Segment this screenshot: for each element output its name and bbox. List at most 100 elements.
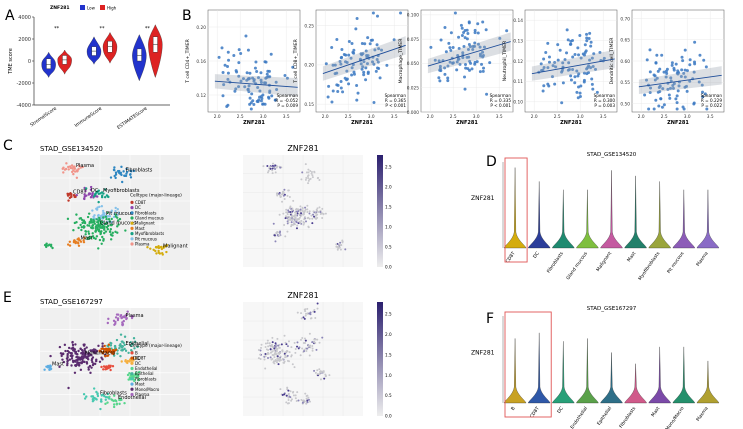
cell-point <box>69 165 72 168</box>
cell-point <box>298 216 301 219</box>
data-point <box>556 58 560 62</box>
cell-point <box>283 360 286 363</box>
cell-point <box>134 357 137 360</box>
data-point <box>705 107 709 111</box>
cell-point <box>66 349 70 353</box>
x-tick-label: 3.5 <box>600 114 607 120</box>
y-tick-label: 0.13 <box>513 38 523 44</box>
cell-point <box>119 171 123 174</box>
cell-point <box>81 349 84 352</box>
data-point <box>443 72 447 76</box>
cell-point <box>83 236 86 240</box>
data-point <box>655 53 659 57</box>
cell-point <box>314 212 317 215</box>
cell-point <box>129 344 133 348</box>
cell-point <box>290 398 293 401</box>
data-point <box>674 62 678 66</box>
cell-point <box>82 393 86 396</box>
cell-point <box>49 364 52 367</box>
cell-point <box>114 206 117 210</box>
cell-point <box>97 247 100 250</box>
data-point <box>366 71 370 75</box>
cell-point <box>103 344 106 348</box>
data-point <box>660 53 664 57</box>
data-point <box>573 75 577 79</box>
stat-r: R = 0.335 <box>490 98 511 103</box>
legend-label: Plasma <box>135 392 150 397</box>
cell-point <box>86 215 90 219</box>
legend-swatch <box>130 377 134 381</box>
x-tick-label: 2.0 <box>322 114 329 120</box>
cell-point <box>281 200 284 203</box>
cluster-label: Plasma <box>76 163 94 169</box>
cell-point <box>79 223 82 227</box>
cell-point <box>273 234 276 237</box>
y-axis-label: Neutrophil_TIMER <box>502 40 508 81</box>
cell-point <box>164 244 168 247</box>
cell-point <box>336 248 339 251</box>
cell-point <box>84 233 87 236</box>
cell-point <box>61 358 64 361</box>
cell-point <box>296 212 299 215</box>
data-point <box>598 51 602 55</box>
cell-point <box>66 352 69 356</box>
cell-point <box>300 317 303 320</box>
cell-point <box>84 189 87 193</box>
cell-point <box>46 364 50 368</box>
cell-point <box>286 386 289 389</box>
cell-point <box>260 346 263 349</box>
data-point <box>482 45 486 49</box>
data-point <box>261 93 265 97</box>
data-point <box>364 66 368 70</box>
data-point <box>471 45 475 49</box>
cell-point <box>278 357 281 360</box>
cluster-label: DC <box>91 188 99 194</box>
cell-point <box>100 398 103 401</box>
cell-point <box>288 207 291 210</box>
data-point <box>457 35 461 39</box>
cell-point <box>299 221 302 224</box>
cell-point <box>74 241 77 245</box>
data-point <box>476 42 480 46</box>
cell-point <box>289 205 292 208</box>
cell-point <box>104 188 107 191</box>
x-tick-label: 2.0 <box>427 114 434 120</box>
x-tick-label: 2.0 <box>531 114 538 120</box>
cell-point <box>90 349 94 352</box>
cell-point <box>299 205 302 208</box>
data-point <box>273 98 277 102</box>
cell-point <box>320 212 323 215</box>
data-point <box>676 89 680 93</box>
data-point <box>683 75 687 79</box>
data-point <box>579 56 583 60</box>
cell-point <box>87 366 90 369</box>
cell-point <box>283 188 286 191</box>
violin-myofibroblasts <box>648 181 671 249</box>
data-point <box>649 86 653 90</box>
cell-point <box>113 349 117 352</box>
stat-p: P = 0.003 <box>594 103 615 108</box>
cell-point <box>58 345 62 349</box>
data-point <box>568 42 572 46</box>
cell-point <box>125 361 128 364</box>
legend-title: ZNF281 <box>50 5 70 11</box>
cell-point <box>98 230 102 233</box>
data-point <box>643 93 647 97</box>
y-tick-label: 0.16 <box>196 59 206 65</box>
panel-label-d: D <box>486 154 497 170</box>
y-tick-label: 2000 <box>18 37 31 43</box>
cell-point <box>274 358 277 361</box>
data-point <box>662 103 666 107</box>
cell-point <box>284 341 287 344</box>
x-tick-label: Plasma <box>695 251 710 268</box>
cell-point <box>266 171 269 174</box>
cell-point <box>267 345 270 348</box>
legend-label: Fibroblasts <box>135 376 157 381</box>
colorbar-tick: 0.5 <box>385 393 392 398</box>
cell-point <box>321 370 324 373</box>
data-point <box>451 46 455 50</box>
violin-cd8t <box>503 167 527 249</box>
cell-point <box>300 213 303 216</box>
cell-point <box>82 219 86 222</box>
data-point <box>246 48 250 52</box>
